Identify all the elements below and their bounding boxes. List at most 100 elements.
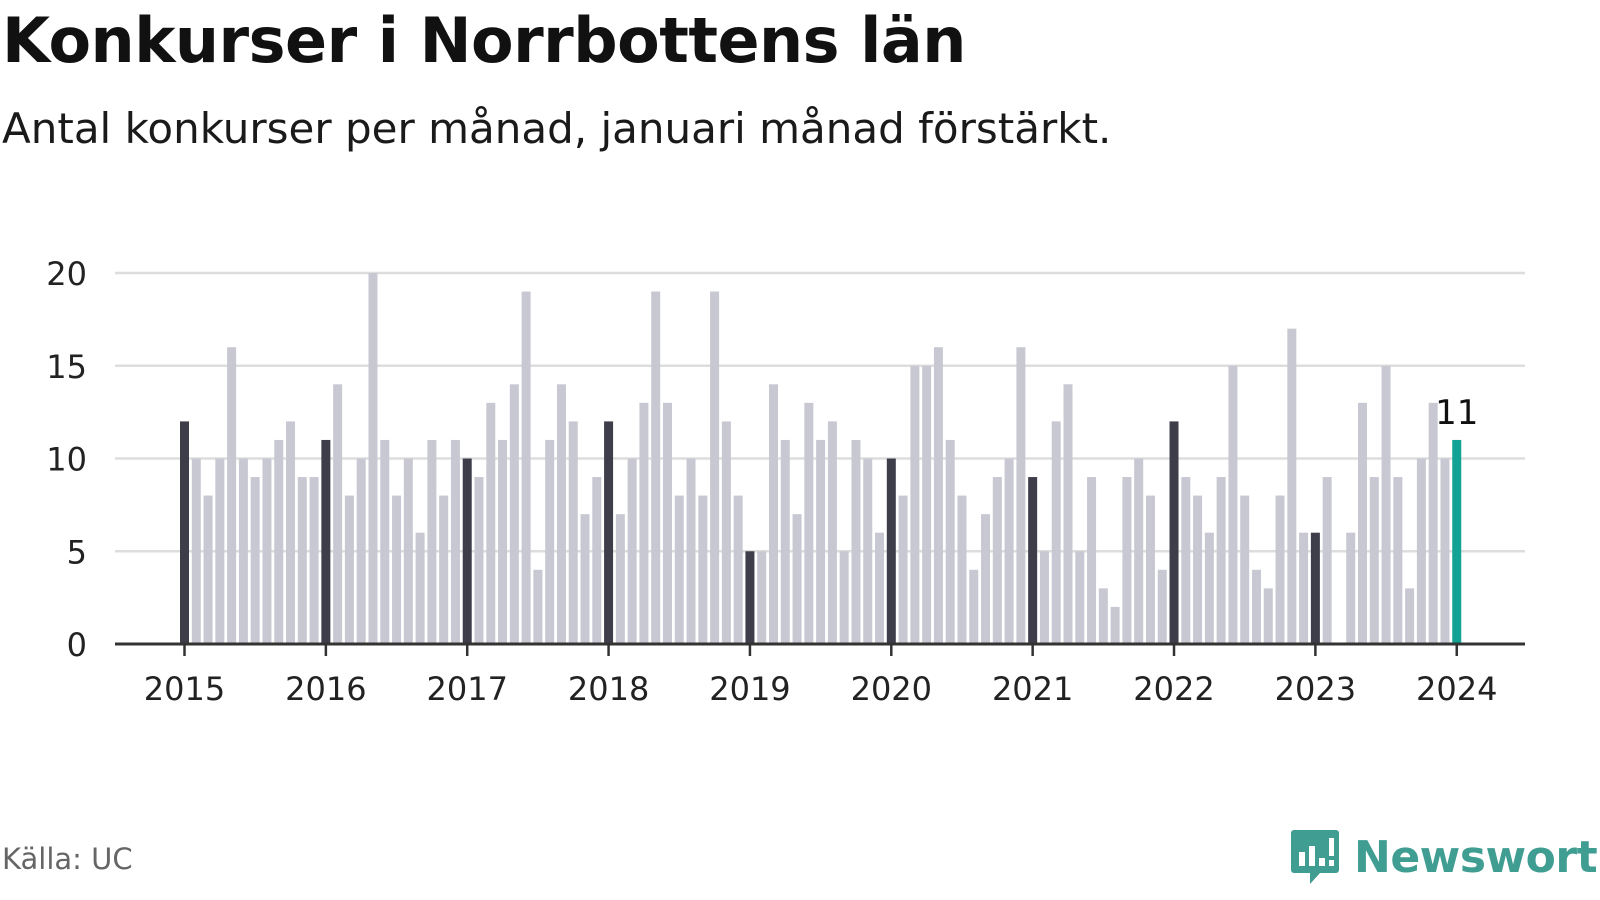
bar [297,477,307,644]
bar [1228,365,1238,644]
bar [1381,365,1391,644]
bar [450,439,460,644]
bar [486,402,496,644]
bar [439,495,449,644]
bar [392,495,402,644]
bar [769,384,778,644]
bar [509,384,519,644]
y-tick-label: 10 [46,441,87,479]
bar [1240,495,1250,644]
bar [604,421,614,644]
y-tick-label: 15 [46,348,87,386]
bar [321,439,331,644]
bar [1204,532,1214,644]
bar [792,514,802,644]
bar [686,458,696,644]
bar [981,514,991,644]
bar [651,291,661,644]
brand-name: Newsworthy [1354,831,1600,883]
x-tick-label: 2023 [1275,670,1356,708]
bar [674,495,684,644]
bar [662,402,672,644]
latest-value-label: 11 [1435,393,1478,433]
bar [403,458,413,644]
newsworthy-logo: Newsworthy [1290,828,1600,886]
bar [851,439,861,644]
bar [1275,495,1285,644]
bar [1028,477,1038,644]
newsworthy-icon [1291,830,1339,884]
bar [286,421,296,644]
bar [898,495,908,644]
bar [721,421,731,644]
bar [1039,551,1049,644]
bar [1193,495,1203,644]
bar [380,439,390,644]
x-tick-label: 2016 [285,670,366,708]
bar [1322,477,1332,644]
bar [910,365,920,644]
bar [427,439,437,644]
bar [250,477,260,644]
bar [462,458,472,644]
y-axis-ticks: 0 5 10 15 20 [46,255,87,664]
bar [875,532,885,644]
chart-title: Konkurser i Norrbottens län [2,4,966,77]
bar [945,439,955,644]
bar [1087,477,1097,644]
x-tick-label: 2022 [1133,670,1214,708]
bar [1428,402,1438,644]
y-tick-label: 5 [67,533,87,571]
bar [521,291,531,644]
bar [733,495,743,644]
bar [262,458,272,644]
bar [627,458,637,644]
bar [827,421,837,644]
bar [191,458,201,644]
x-axis [115,642,1525,656]
bar [344,495,354,644]
bars [180,273,1462,644]
bar [757,551,767,644]
x-tick-label: 2018 [568,670,649,708]
bar [780,439,790,644]
y-tick-label: 20 [46,255,87,293]
chart-subtitle: Antal konkurser per månad, januari månad… [2,104,1112,153]
bar [839,551,849,644]
x-tick-label: 2020 [851,670,932,708]
bar [1251,569,1261,644]
bar [886,458,896,644]
bar [969,569,979,644]
bar [227,347,237,644]
bar [615,514,625,644]
data-labels: 11 [1435,393,1478,433]
bar [238,458,248,644]
bar [415,532,425,644]
x-tick-label: 2015 [144,670,225,708]
bar [1169,421,1179,644]
bar [933,347,943,644]
bar [1004,458,1014,644]
bar [356,458,366,644]
bar [1299,532,1309,644]
bar [309,477,319,644]
bar [1145,495,1155,644]
bar [1452,439,1462,644]
bar [274,439,284,644]
bar [1181,477,1191,644]
bar [1369,477,1379,644]
bar [745,551,755,644]
bar [533,569,543,644]
bar [215,458,225,644]
bar [1358,402,1367,644]
bar [1016,347,1026,644]
bar [1287,328,1297,644]
bar [1440,458,1450,644]
bar [1405,588,1415,644]
x-tick-label: 2021 [992,670,1073,708]
bar [1310,532,1320,644]
source-note: Källa: UC [2,842,133,876]
bar [639,402,649,644]
bar [957,495,967,644]
bar [1110,606,1120,644]
